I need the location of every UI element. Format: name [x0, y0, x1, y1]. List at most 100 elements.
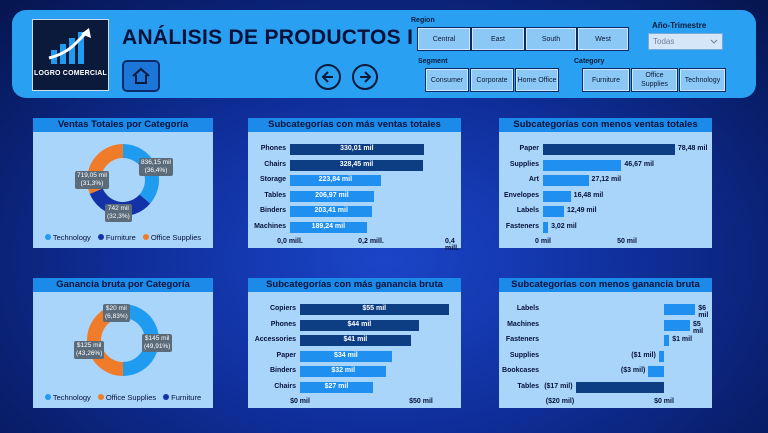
bar-category-label: Fasteners	[505, 223, 539, 230]
bar-category-label: Envelopes	[503, 191, 539, 199]
donut-slice-technology[interactable]	[123, 304, 159, 376]
category-technology-button[interactable]: Technology	[679, 68, 726, 92]
bar-category-label: Bookcases	[502, 367, 539, 375]
arrow-right-icon	[360, 71, 372, 83]
axis-tick-label: 0,4 mill.	[445, 238, 460, 252]
axis-tick-label: 50 mil	[617, 238, 637, 245]
bar-category-label: Binders	[269, 367, 296, 375]
bar-category-label: Chairs	[274, 383, 296, 390]
axis-tick-label: $0 mil	[290, 398, 310, 405]
bar-value-label: 189,24 mil	[311, 223, 346, 230]
bar-value-label: ($3 mil)	[620, 367, 646, 375]
ventas-categoria-card: Ventas Totales por Categoría Technology …	[33, 118, 213, 248]
bar-value-label: $5 mil	[693, 320, 704, 335]
legend-technology: Technology	[44, 233, 91, 242]
bar-value-label: $55 mil	[362, 305, 387, 312]
legend-furniture: Furniture	[97, 233, 136, 242]
bar-value-label: $32 mil	[331, 367, 356, 375]
segment-label: Segment	[418, 58, 448, 65]
home-icon	[132, 67, 150, 84]
donut-label-furniture: $20 mil (6,83%)	[103, 304, 130, 322]
bar-category-label: Accessories	[254, 336, 296, 344]
forward-button[interactable]	[352, 64, 378, 90]
donut-label-technology: 836,15 mil (36,4%)	[139, 158, 173, 176]
category-office-supplies-button[interactable]: Office Supplies	[631, 68, 678, 92]
axis-tick-label: 0 mil	[535, 238, 551, 245]
category-label: Category	[574, 58, 605, 65]
region-south-button[interactable]: South	[525, 27, 577, 51]
bar-supplies[interactable]	[543, 159, 622, 171]
bar-fasteners[interactable]	[543, 222, 549, 233]
bar-chairs[interactable]	[290, 159, 424, 171]
bar-labels[interactable]	[543, 206, 564, 218]
menos-ventas-title: Subcategorías con menos ventas totales	[499, 118, 712, 132]
region-central-button[interactable]: Central	[417, 27, 471, 51]
bar-envelopes[interactable]	[543, 190, 571, 202]
bar-tables[interactable]	[575, 382, 664, 393]
region-west-button[interactable]: West	[577, 27, 629, 51]
donut-label-office-supplies: 719,05 mil (31,3%)	[75, 171, 109, 189]
bar-binders[interactable]	[300, 366, 387, 378]
bar-chairs[interactable]	[300, 382, 373, 393]
bar-category-label: Art	[528, 176, 539, 184]
bar-value-label: ($1 mil)	[631, 351, 656, 359]
bar-category-label: Phones	[260, 145, 286, 152]
bar-binders[interactable]	[290, 206, 373, 218]
back-button[interactable]	[315, 64, 341, 90]
bar-fasteners[interactable]	[664, 335, 670, 347]
bar-value-label: 46,67 mil	[624, 160, 654, 168]
bar-tables[interactable]	[290, 190, 374, 202]
bar-category-label: Storage	[259, 176, 286, 184]
chevron-down-icon	[710, 39, 718, 44]
bar-paper[interactable]	[543, 144, 675, 155]
bar-machines[interactable]	[664, 319, 690, 331]
bar-value-label: ($17 mil)	[544, 383, 573, 390]
bar-category-label: Tables	[517, 383, 539, 390]
home-button[interactable]	[122, 60, 160, 92]
region-east-button[interactable]: East	[471, 27, 525, 51]
legend-office-supplies: Office Supplies	[97, 393, 156, 402]
ventas-categoria-title: Ventas Totales por Categoría	[33, 118, 213, 132]
bar-category-label: Supplies	[509, 351, 539, 359]
bar-value-label: 3,02 mil	[551, 223, 577, 230]
menos-ganancia-card: Subcategorías con menos ganancia bruta L…	[499, 278, 712, 408]
bar-art[interactable]	[543, 175, 589, 187]
ganancia-categoria-card: Ganancia bruta por Categoría Technology …	[33, 278, 213, 408]
bar-copiers[interactable]	[300, 304, 449, 315]
bar-value-label: 328,45 mil	[339, 160, 374, 168]
category-furniture-button[interactable]: Furniture	[582, 68, 630, 92]
year-quarter-dropdown[interactable]: Todas	[648, 33, 723, 50]
bar-category-label: Tables	[264, 191, 286, 199]
bar-machines[interactable]	[290, 222, 367, 233]
segment-home-office-button[interactable]: Home Office	[515, 68, 559, 92]
bar-paper[interactable]	[300, 350, 392, 362]
legend-office-supplies: Office Supplies	[142, 233, 201, 242]
axis-tick-label: ($20 mil)	[545, 398, 575, 405]
arrow-left-icon	[321, 71, 333, 83]
bar-accessories[interactable]	[300, 335, 411, 347]
bar-value-label: $44 mil	[347, 320, 372, 328]
donut-slice-furniture[interactable]	[89, 188, 151, 216]
bar-value-label: 12,49 mil	[566, 207, 597, 215]
segment-consumer-button[interactable]: Consumer	[425, 68, 469, 92]
bar-labels[interactable]	[664, 304, 696, 315]
bar-phones[interactable]	[290, 144, 424, 155]
mas-ventas-card: Subcategorías con más ventas totales Pho…	[248, 118, 461, 252]
mas-ganancia-title: Subcategorías con más ganancia bruta	[248, 278, 461, 292]
bar-bookcases[interactable]	[648, 366, 664, 378]
ganancia-categoria-legend: Technology Office Supplies Furniture	[33, 393, 213, 402]
bar-category-label: Paper	[276, 351, 296, 359]
bar-supplies[interactable]	[658, 350, 664, 362]
legend-technology: Technology	[44, 393, 91, 402]
header-panel: LOGRO COMERCIAL ANÁLISIS DE PRODUCTOS I …	[12, 10, 756, 98]
bar-value-label: $27 mil	[324, 383, 349, 390]
bar-category-label: Binders	[259, 207, 286, 215]
segment-corporate-button[interactable]: Corporate	[470, 68, 514, 92]
bar-phones[interactable]	[300, 319, 419, 331]
bar-category-label: Chairs	[264, 160, 286, 168]
bar-value-label: 206,97 mil	[315, 191, 349, 199]
chart-growth-icon	[48, 28, 91, 64]
bar-category-label: Fasteners	[505, 336, 539, 344]
bar-storage[interactable]	[290, 175, 381, 187]
company-logo: LOGRO COMERCIAL	[32, 19, 109, 91]
